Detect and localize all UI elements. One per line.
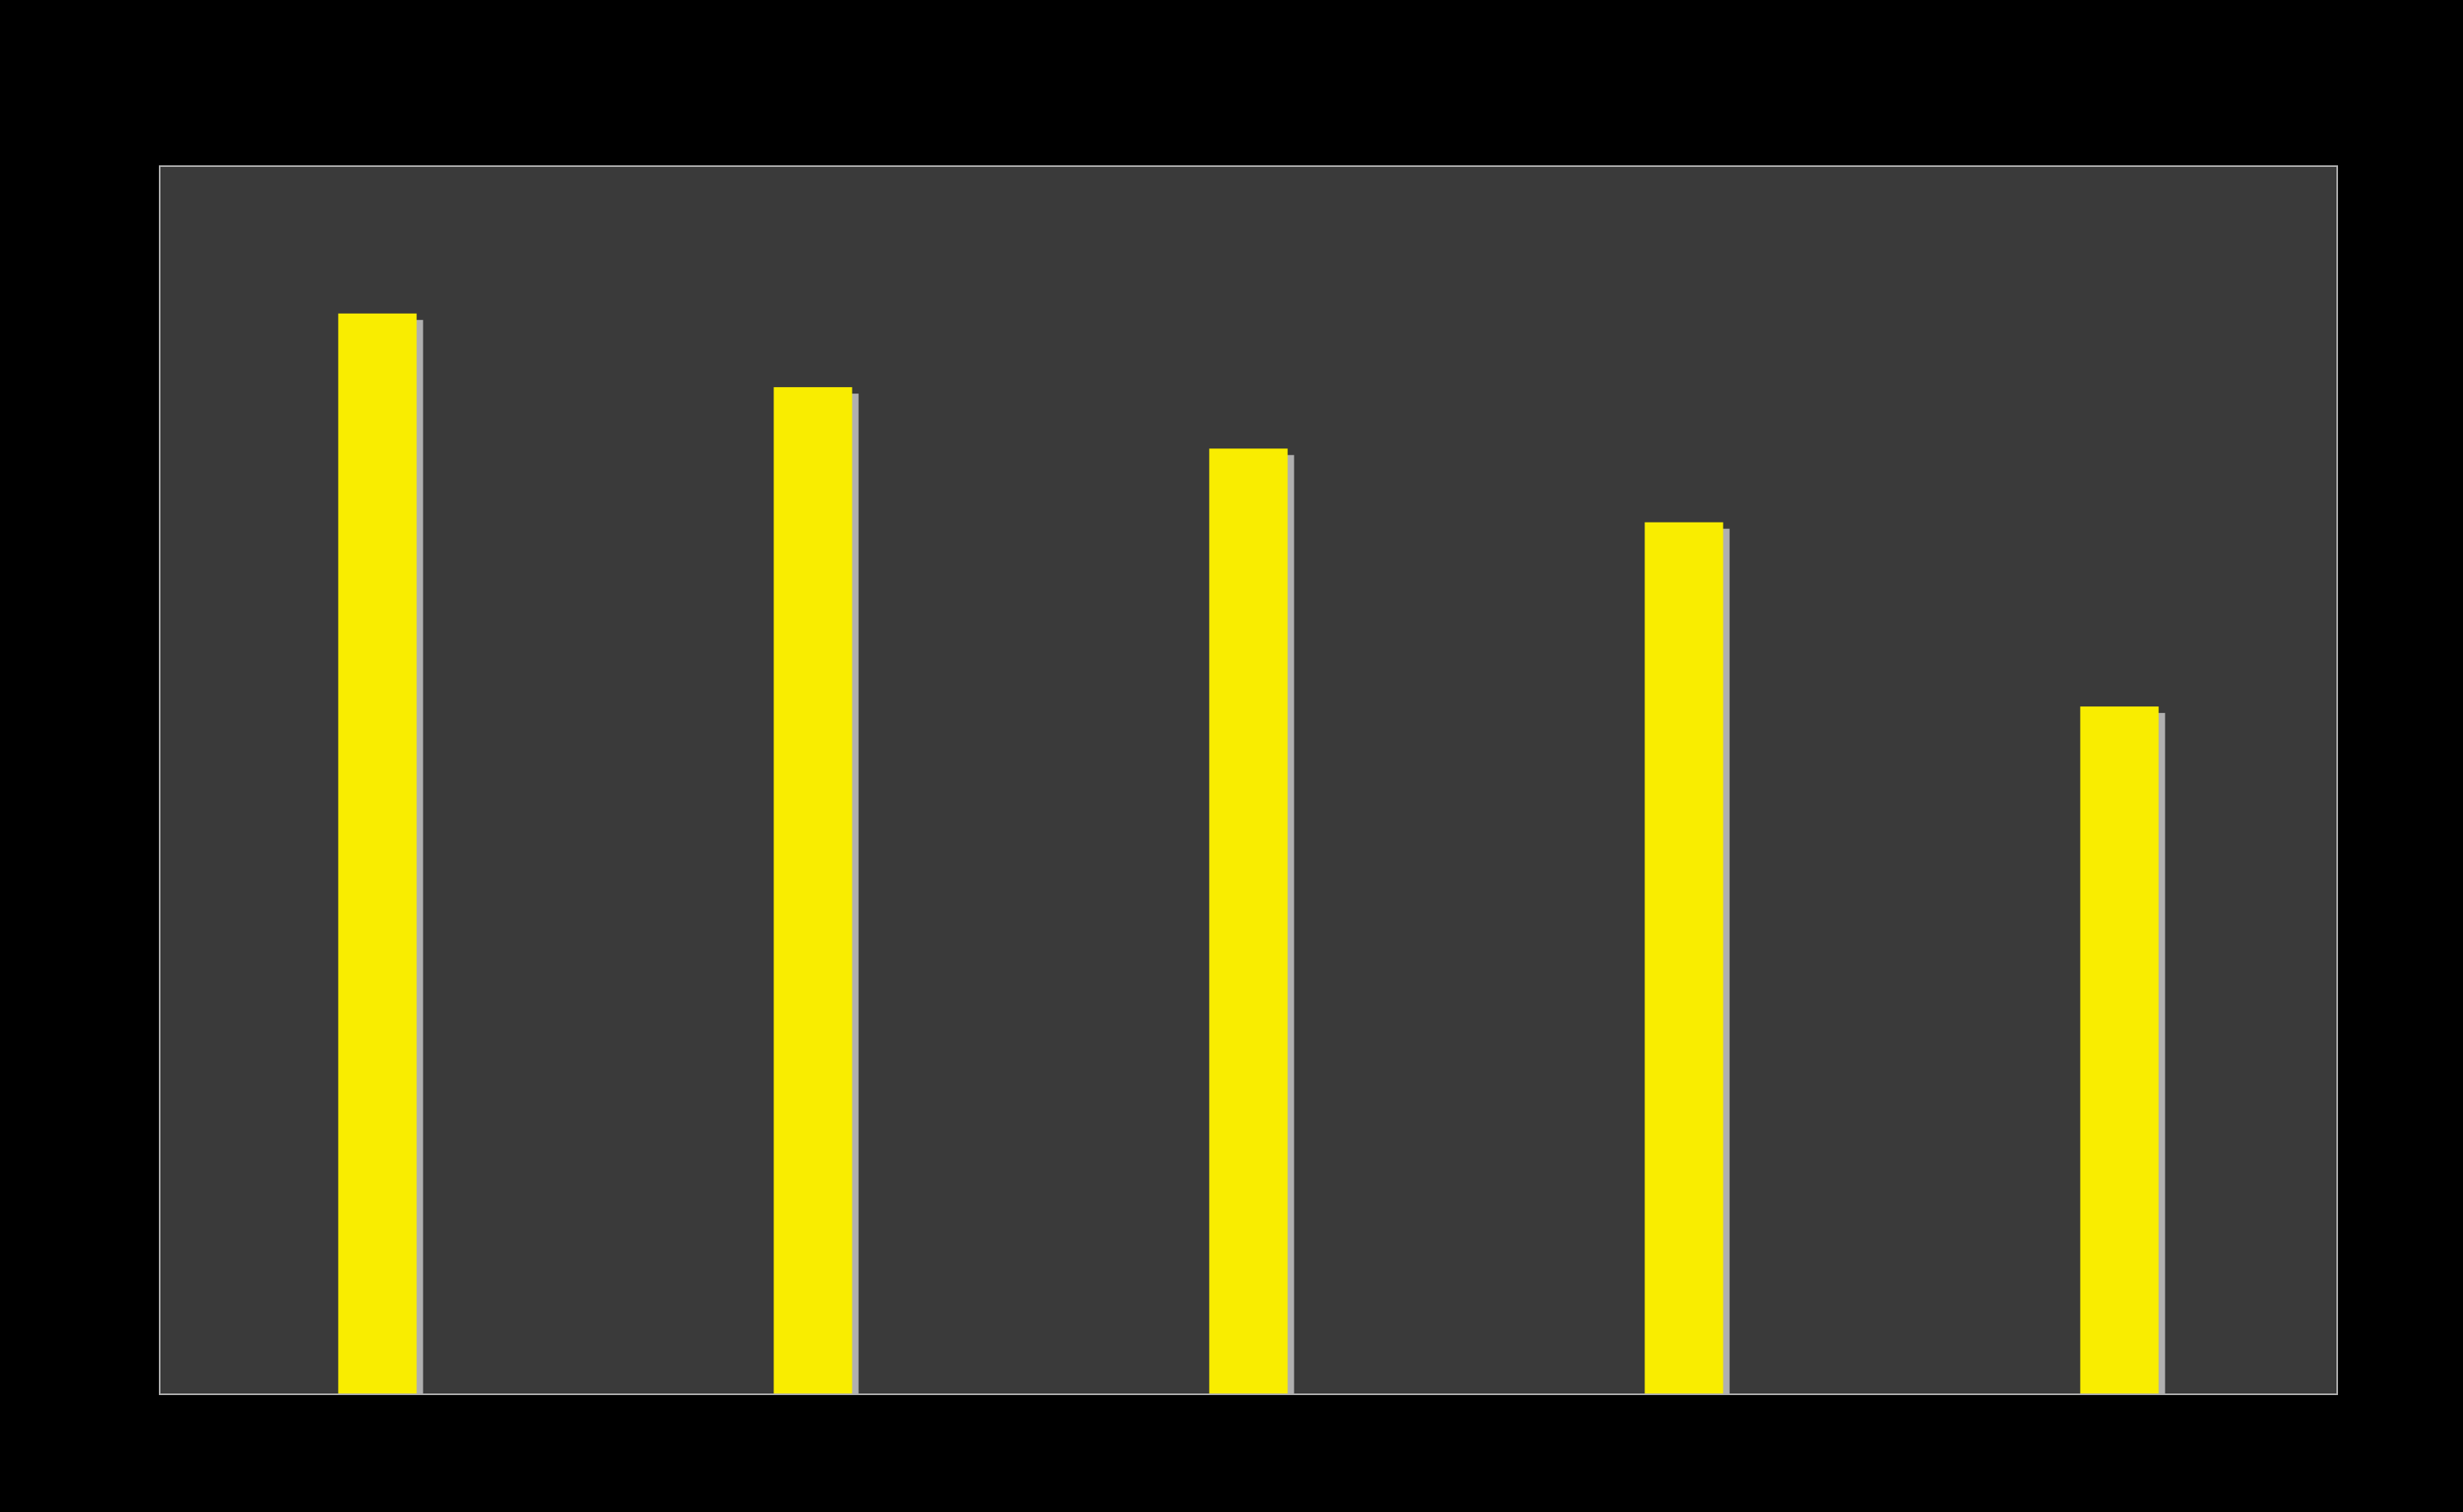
bar: [1209, 448, 1287, 1394]
bar-chart: [0, 0, 2463, 1512]
bar: [2080, 706, 2158, 1394]
bar: [1644, 523, 1723, 1394]
bar: [338, 314, 416, 1394]
plot-group: [160, 166, 2337, 1394]
bar: [773, 387, 852, 1394]
